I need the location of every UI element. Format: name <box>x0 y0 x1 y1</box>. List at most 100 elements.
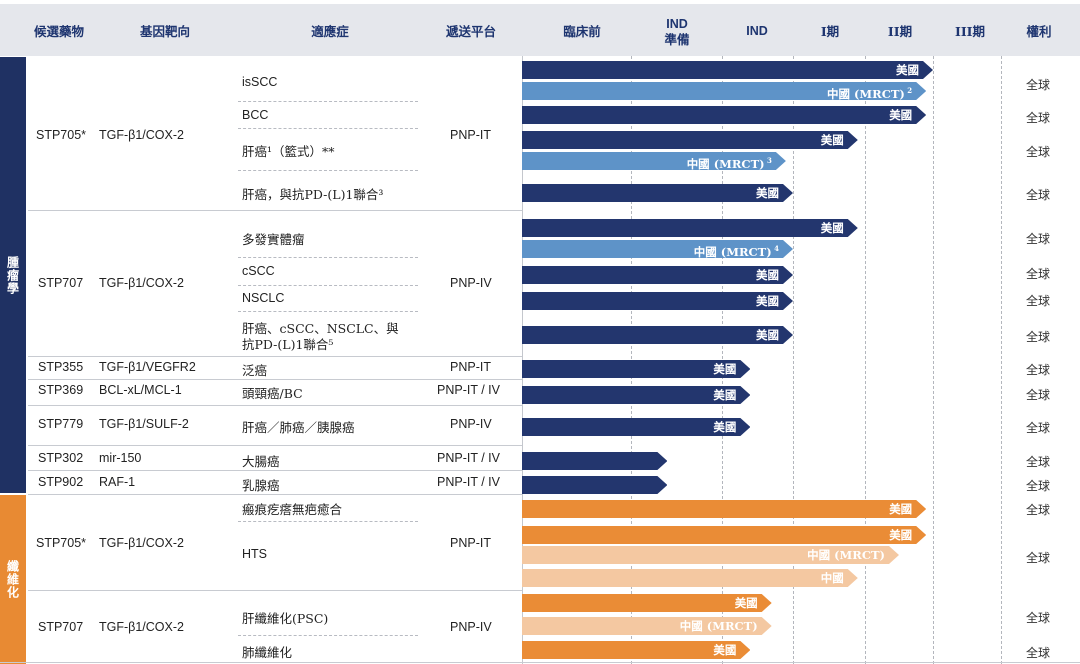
indication: 乳腺癌 <box>242 478 280 493</box>
pipeline-bar: 美國 <box>522 641 750 659</box>
pipeline-bar-label: 美國 <box>889 502 913 516</box>
drug-name: STP705* <box>36 536 87 550</box>
delivery-platform: PNP-IT <box>450 536 491 550</box>
pipeline-bar: 美國 <box>522 131 858 149</box>
pipeline-bar: 美國 <box>522 61 933 79</box>
drug-name: STP355 <box>38 360 84 374</box>
header-target: 基因靶向 <box>139 24 190 39</box>
pipeline-bar: 美國 <box>522 266 793 284</box>
category-fibrosis-label: 纖維化 <box>5 560 20 599</box>
indication: isSCC <box>242 75 278 89</box>
gene-target: TGF-β1/COX-2 <box>99 128 184 142</box>
pipeline-bar-label: 中國 (MRCT) <box>679 619 758 633</box>
header-indication: 適應症 <box>311 24 349 39</box>
rights-value: 全球 <box>1026 267 1051 281</box>
rights-value: 全球 <box>1026 78 1051 92</box>
rights-value: 全球 <box>1026 330 1051 344</box>
pipeline-bar: 美國 <box>522 594 772 612</box>
indication-separator <box>238 311 418 312</box>
header-ind-prep-line2: 準備 <box>664 32 690 47</box>
gene-target: TGF-β1/COX-2 <box>99 536 184 550</box>
indication-separator <box>238 170 418 171</box>
pipeline-bar-label: 美國 <box>713 643 737 657</box>
header-phase-3: III期 <box>954 24 986 39</box>
rights-value: 全球 <box>1026 111 1051 125</box>
pipeline-bar: 美國 <box>522 106 926 124</box>
pipeline-bar-label: 美國 <box>896 63 919 77</box>
header-platform: 遞送平台 <box>445 24 496 39</box>
pipeline-bar: 中國 (MRCT) <box>522 546 899 564</box>
drug-name: STP707 <box>38 620 84 634</box>
pipeline-bar: 美國 <box>522 219 858 237</box>
pipeline-bar-label: 美國 <box>889 528 913 542</box>
pipeline-bar: 美國 <box>522 386 750 404</box>
header-phase-1: I期 <box>820 24 840 39</box>
delivery-platform: PNP-IT / IV <box>437 475 500 489</box>
pipeline-bar-label: 中國 (MRCT) <box>807 548 885 562</box>
pipeline-bar-label: 美國 <box>713 388 737 402</box>
header-phase-2: II期 <box>887 24 913 39</box>
indication-separator <box>238 257 418 258</box>
indication: 泛癌 <box>242 363 268 378</box>
pipeline-bar-label: 美國 <box>756 294 779 308</box>
drug-name: STP705* <box>36 128 87 142</box>
program-separator <box>28 590 522 591</box>
drug-name: STP779 <box>38 417 84 431</box>
pipeline-bar-label: 美國 <box>889 108 913 122</box>
delivery-platform: PNP-IV <box>450 417 492 431</box>
pipeline-bar: 美國 <box>522 292 793 310</box>
footnote-marker: 4 <box>771 244 779 253</box>
phase-divider <box>793 56 794 664</box>
pipeline-bar: 美國 <box>522 326 793 344</box>
gene-target: TGF-β1/VEGFR2 <box>99 360 196 374</box>
rights-value: 全球 <box>1026 551 1051 565</box>
rights-value: 全球 <box>1026 646 1051 660</box>
rights-value: 全球 <box>1026 388 1051 402</box>
indication: 肝癌、cSCC、NSCLC、與 <box>242 321 399 336</box>
indication: cSCC <box>242 264 275 278</box>
pipeline-bar-label: 中國 (MRCT) 4 <box>693 244 779 259</box>
indication: 頭頸癌/BC <box>242 386 303 401</box>
phase-divider <box>933 56 934 664</box>
gene-target: TGF-β1/SULF-2 <box>99 417 189 431</box>
drug-name: STP902 <box>38 475 84 489</box>
indication: 肝纖維化(PSC) <box>242 611 329 626</box>
pipeline-bar-label: 美國 <box>756 328 779 342</box>
indication: NSCLC <box>242 291 285 305</box>
pipeline-bar: 美國 <box>522 184 793 202</box>
gene-target: TGF-β1/COX-2 <box>99 276 184 290</box>
rights-value: 全球 <box>1026 145 1051 159</box>
pipeline-bar: 美國 <box>522 526 926 544</box>
pipeline-bar <box>522 476 667 494</box>
drug-name: STP707 <box>38 276 84 290</box>
header-preclinical: 臨床前 <box>563 24 601 39</box>
indication: 肺纖維化 <box>242 645 293 660</box>
rights-value: 全球 <box>1026 363 1051 377</box>
header-rights: 權利 <box>1026 24 1052 39</box>
phase-divider <box>865 56 866 664</box>
pipeline-bar-label: 美國 <box>756 186 779 200</box>
delivery-platform: PNP-IT <box>450 128 491 142</box>
pipeline-bar: 美國 <box>522 360 750 378</box>
category-oncology: 腫瘤學 <box>0 57 26 493</box>
pipeline-bar-label: 中國 (MRCT) 2 <box>826 86 913 101</box>
pipeline-bar-label: 美國 <box>820 133 844 147</box>
pipeline-bar-label: 美國 <box>713 362 737 376</box>
indication: 抗PD-(L)1聯合⁵ <box>242 337 334 352</box>
indication-separator <box>238 521 418 522</box>
rights-value: 全球 <box>1026 294 1051 308</box>
program-separator <box>28 494 522 495</box>
pipeline-bar-label: 美國 <box>756 268 779 282</box>
pipeline-bar-label: 美國 <box>734 596 758 610</box>
table-bottom-border <box>0 662 1080 663</box>
rights-value: 全球 <box>1026 421 1051 435</box>
delivery-platform: PNP-IT / IV <box>437 451 500 465</box>
gene-target: mir-150 <box>99 451 142 465</box>
category-oncology-label: 腫瘤學 <box>5 255 20 295</box>
indication: BCC <box>242 108 269 122</box>
pipeline-bar-label: 美國 <box>820 221 844 235</box>
pipeline-bar-label: 中國 (MRCT) 3 <box>686 156 772 171</box>
program-separator <box>28 210 522 211</box>
gene-target: BCL-xL/MCL-1 <box>99 383 182 397</box>
rights-value: 全球 <box>1026 503 1051 517</box>
